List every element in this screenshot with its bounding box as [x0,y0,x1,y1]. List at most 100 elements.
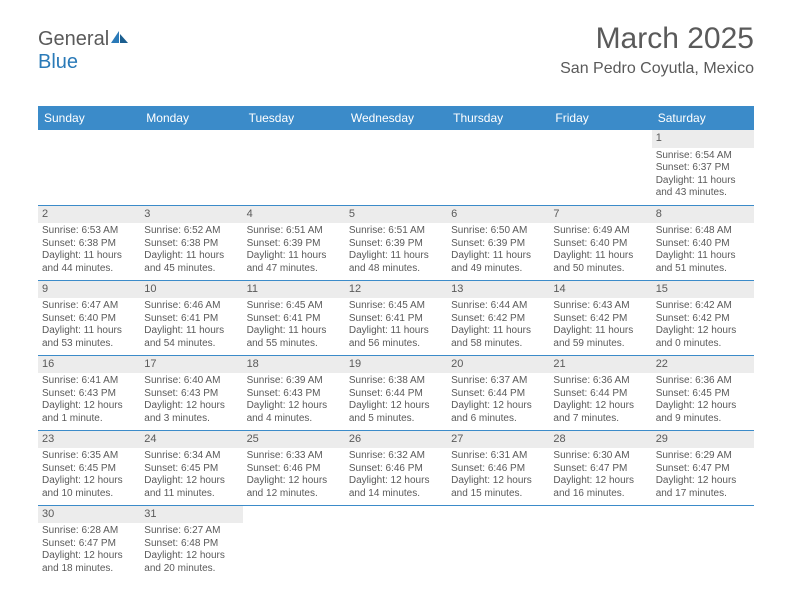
day-info-line: Sunset: 6:39 PM [451,238,545,251]
calendar-day-cell: 1Sunrise: 6:54 AMSunset: 6:37 PMDaylight… [652,130,754,205]
day-info-line: and 18 minutes. [42,563,136,576]
calendar-day-cell [38,130,140,205]
day-info-line: Sunrise: 6:54 AM [656,150,750,163]
day-info-line: Sunrise: 6:27 AM [144,525,238,538]
day-info-line: Sunset: 6:42 PM [656,313,750,326]
day-info-line: Sunset: 6:44 PM [349,388,443,401]
day-info-line: and 3 minutes. [144,413,238,426]
day-number: 24 [140,431,242,449]
day-info-line: Daylight: 11 hours [349,325,443,338]
calendar-day-cell [549,130,651,205]
day-info-line: Sunrise: 6:33 AM [247,450,341,463]
day-info-line: Daylight: 11 hours [451,250,545,263]
day-number: 11 [243,281,345,299]
day-info-line: and 4 minutes. [247,413,341,426]
day-info-line: Daylight: 11 hours [247,250,341,263]
day-info-line: and 48 minutes. [349,263,443,276]
day-info-line: Daylight: 11 hours [656,250,750,263]
day-header: Friday [549,106,651,130]
day-info-line: Daylight: 12 hours [451,400,545,413]
calendar-day-cell: 8Sunrise: 6:48 AMSunset: 6:40 PMDaylight… [652,205,754,280]
day-info-line: Sunrise: 6:48 AM [656,225,750,238]
day-info-line: Daylight: 12 hours [553,400,647,413]
day-info-line: Sunset: 6:42 PM [553,313,647,326]
day-number: 27 [447,431,549,449]
day-info-line: Sunrise: 6:50 AM [451,225,545,238]
day-number: 5 [345,206,447,224]
calendar-day-cell: 30Sunrise: 6:28 AMSunset: 6:47 PMDayligh… [38,505,140,580]
day-info-line: and 9 minutes. [656,413,750,426]
day-header: Tuesday [243,106,345,130]
calendar-week-row: 9Sunrise: 6:47 AMSunset: 6:40 PMDaylight… [38,280,754,355]
calendar-day-cell: 21Sunrise: 6:36 AMSunset: 6:44 PMDayligh… [549,355,651,430]
day-info-line: Daylight: 12 hours [144,400,238,413]
day-info-line: Sunset: 6:45 PM [42,463,136,476]
day-info-line: Sunset: 6:39 PM [247,238,341,251]
day-info-line: Sunrise: 6:51 AM [247,225,341,238]
day-info-line: Sunset: 6:46 PM [451,463,545,476]
day-info-line: Sunset: 6:45 PM [144,463,238,476]
day-info-line: Sunrise: 6:45 AM [247,300,341,313]
calendar-day-cell: 16Sunrise: 6:41 AMSunset: 6:43 PMDayligh… [38,355,140,430]
day-info-line: Sunset: 6:43 PM [42,388,136,401]
day-info-line: Sunset: 6:48 PM [144,538,238,551]
calendar-day-cell: 19Sunrise: 6:38 AMSunset: 6:44 PMDayligh… [345,355,447,430]
calendar-day-cell: 24Sunrise: 6:34 AMSunset: 6:45 PMDayligh… [140,430,242,505]
day-info-line: and 11 minutes. [144,488,238,501]
calendar-day-cell: 10Sunrise: 6:46 AMSunset: 6:41 PMDayligh… [140,280,242,355]
calendar-day-cell [652,505,754,580]
day-number: 10 [140,281,242,299]
day-info-line: Sunset: 6:45 PM [656,388,750,401]
calendar-day-cell: 2Sunrise: 6:53 AMSunset: 6:38 PMDaylight… [38,205,140,280]
day-info-line: Sunset: 6:46 PM [247,463,341,476]
day-number: 21 [549,356,651,374]
day-info-line: Sunset: 6:40 PM [42,313,136,326]
calendar-day-cell: 4Sunrise: 6:51 AMSunset: 6:39 PMDaylight… [243,205,345,280]
calendar-day-cell [140,130,242,205]
calendar-day-cell: 14Sunrise: 6:43 AMSunset: 6:42 PMDayligh… [549,280,651,355]
day-info-line: Daylight: 12 hours [247,475,341,488]
day-info-line: Sunset: 6:38 PM [42,238,136,251]
day-info-line: Sunrise: 6:51 AM [349,225,443,238]
calendar-week-row: 16Sunrise: 6:41 AMSunset: 6:43 PMDayligh… [38,355,754,430]
logo: General Blue [38,28,129,74]
location-subtitle: San Pedro Coyutla, Mexico [560,60,754,78]
day-info-line: Sunset: 6:43 PM [247,388,341,401]
day-info-line: Sunset: 6:43 PM [144,388,238,401]
day-number: 30 [38,506,140,524]
day-info-line: Sunset: 6:47 PM [553,463,647,476]
day-header: Sunday [38,106,140,130]
calendar-day-cell: 11Sunrise: 6:45 AMSunset: 6:41 PMDayligh… [243,280,345,355]
day-info-line: and 53 minutes. [42,338,136,351]
day-info-line: and 6 minutes. [451,413,545,426]
day-info-line: Sunset: 6:47 PM [42,538,136,551]
calendar-day-cell: 9Sunrise: 6:47 AMSunset: 6:40 PMDaylight… [38,280,140,355]
calendar-day-cell [243,505,345,580]
calendar-day-cell: 3Sunrise: 6:52 AMSunset: 6:38 PMDaylight… [140,205,242,280]
day-info-line: Sunrise: 6:45 AM [349,300,443,313]
day-number: 29 [652,431,754,449]
calendar-day-cell: 13Sunrise: 6:44 AMSunset: 6:42 PMDayligh… [447,280,549,355]
day-info-line: and 20 minutes. [144,563,238,576]
day-number: 31 [140,506,242,524]
calendar-day-cell: 17Sunrise: 6:40 AMSunset: 6:43 PMDayligh… [140,355,242,430]
day-info-line: Daylight: 12 hours [247,400,341,413]
day-info-line: Daylight: 12 hours [553,475,647,488]
day-info-line: Sunset: 6:41 PM [349,313,443,326]
month-title: March 2025 [560,22,754,56]
day-info-line: and 15 minutes. [451,488,545,501]
day-info-line: Daylight: 12 hours [349,475,443,488]
day-header: Wednesday [345,106,447,130]
day-info-line: Sunset: 6:44 PM [553,388,647,401]
calendar-day-cell: 25Sunrise: 6:33 AMSunset: 6:46 PMDayligh… [243,430,345,505]
day-info-line: Sunrise: 6:43 AM [553,300,647,313]
day-info-line: Daylight: 12 hours [42,475,136,488]
day-info-line: Daylight: 12 hours [656,400,750,413]
calendar-day-cell: 18Sunrise: 6:39 AMSunset: 6:43 PMDayligh… [243,355,345,430]
day-info-line: Sunrise: 6:35 AM [42,450,136,463]
day-info-line: Sunrise: 6:34 AM [144,450,238,463]
day-info-line: and 17 minutes. [656,488,750,501]
calendar-week-row: 2Sunrise: 6:53 AMSunset: 6:38 PMDaylight… [38,205,754,280]
calendar-day-cell: 31Sunrise: 6:27 AMSunset: 6:48 PMDayligh… [140,505,242,580]
day-info-line: Daylight: 12 hours [656,475,750,488]
